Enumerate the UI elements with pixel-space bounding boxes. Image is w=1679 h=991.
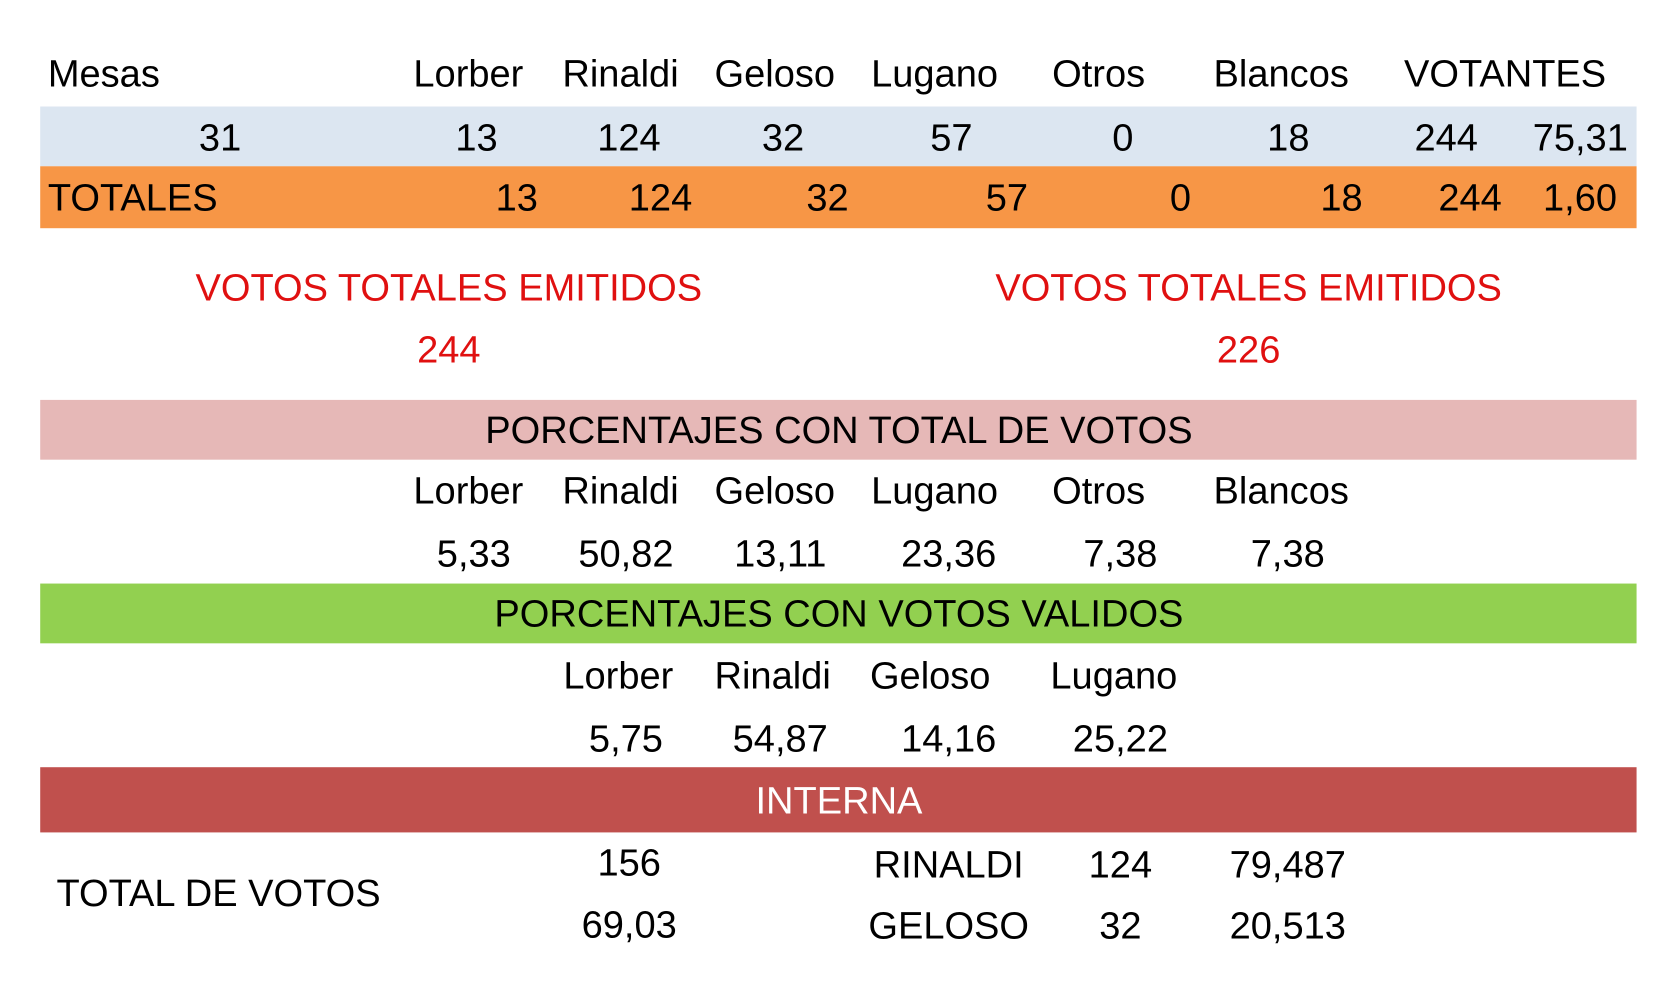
header-cell: Geloso — [714, 469, 836, 513]
cell: 0 — [1112, 116, 1134, 160]
cell: 13,11 — [734, 533, 827, 576]
cell: 18 — [1320, 176, 1363, 219]
cell: 32 — [1099, 904, 1142, 948]
header-cell: Otros — [1052, 52, 1146, 96]
header-cell: Rinaldi — [562, 52, 679, 96]
emitidos-value: 226 — [1216, 328, 1281, 372]
cell: 14,16 — [901, 717, 997, 761]
cell: 244 — [1414, 116, 1478, 160]
pct-total-band — [40, 399, 1637, 460]
cell: GELOSO — [868, 904, 1030, 948]
cell: 5,75 — [588, 717, 663, 761]
header-cell: Lugano — [1050, 654, 1178, 698]
cell: TOTAL DE VOTOS — [56, 872, 381, 915]
header-cell: Otros — [1052, 469, 1146, 513]
cell: 13 — [495, 176, 538, 219]
cell: 32 — [806, 176, 849, 219]
header-cell: Lugano — [871, 52, 999, 96]
cell: 57 — [930, 116, 973, 160]
cell: 7,38 — [1083, 533, 1158, 576]
cell: 75,31 — [1532, 116, 1628, 160]
header-cell: Blancos — [1213, 469, 1349, 513]
header-cell: Geloso — [714, 52, 836, 96]
section-title: PORCENTAJES CON TOTAL DE VOTOS — [485, 409, 1193, 452]
cell: 18 — [1267, 116, 1310, 160]
cell: 32 — [761, 116, 805, 160]
emitidos-label: VOTOS TOTALES EMITIDOS — [195, 266, 703, 310]
cell: TOTALES — [47, 176, 218, 219]
totals-band — [40, 166, 1637, 229]
emitidos-value: 244 — [417, 328, 481, 372]
header-cell: Lorber — [563, 654, 674, 698]
header-cell: Mesas — [47, 52, 160, 96]
header-cell: Blancos — [1213, 52, 1349, 96]
cell: 57 — [985, 176, 1029, 219]
header-cell: Lorber — [413, 52, 524, 96]
emitidos-label: VOTOS TOTALES EMITIDOS — [995, 266, 1502, 310]
cell: 20,513 — [1229, 904, 1346, 948]
section-title: PORCENTAJES CON VOTOS VALIDOS — [494, 592, 1184, 636]
header-cell: Lorber — [413, 469, 524, 513]
cell: 25,22 — [1072, 717, 1168, 761]
cell: 13 — [455, 116, 498, 160]
cell: 23,36 — [901, 533, 997, 576]
cell: 244 — [1438, 176, 1502, 219]
cell: 156 — [597, 841, 661, 885]
header-cell: Geloso — [869, 654, 991, 698]
header-cell: Rinaldi — [714, 654, 831, 698]
row-band — [40, 106, 1637, 167]
cell: 50,82 — [578, 533, 674, 576]
cell: 54,87 — [732, 717, 828, 761]
cell: 31 — [198, 116, 242, 160]
header-cell: Lugano — [871, 469, 999, 513]
cell: 124 — [597, 116, 661, 160]
cell: 79,487 — [1229, 843, 1346, 887]
pct-validos-band — [40, 583, 1637, 644]
cell: 7,38 — [1250, 533, 1325, 576]
interna-band — [40, 767, 1637, 833]
cell: 0 — [1169, 176, 1192, 219]
cell: 69,03 — [581, 903, 677, 946]
section-title: INTERNA — [755, 779, 923, 823]
header-cell: Rinaldi — [562, 469, 679, 513]
cell: 124 — [1088, 843, 1153, 887]
cell: RINALDI — [873, 843, 1024, 887]
header-cell: VOTANTES — [1403, 52, 1607, 96]
cell: 1,60 — [1542, 176, 1618, 219]
cell: 124 — [628, 176, 693, 219]
cell: 5,33 — [436, 533, 511, 576]
